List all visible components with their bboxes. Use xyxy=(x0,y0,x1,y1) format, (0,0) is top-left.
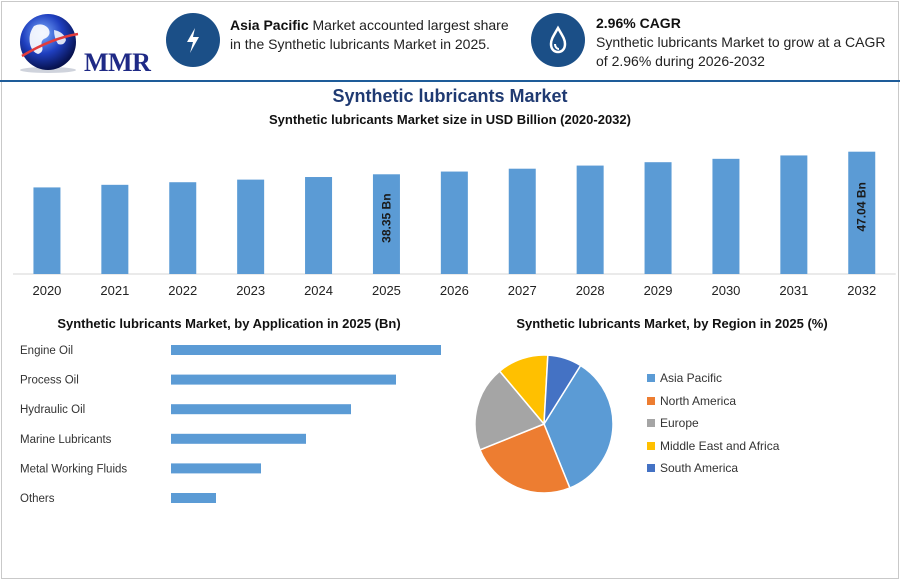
market-size-bar-chart: 2020 2021 2022 2023 2024 2025 2026 2027 2028 2029… xyxy=(13,151,896,298)
bar-data-label: 47.04 Bn xyxy=(855,182,869,231)
legend-label: Europe xyxy=(660,416,699,430)
highlight-icon-badge-1 xyxy=(166,13,220,67)
oil-drop-icon xyxy=(549,25,567,54)
bar xyxy=(33,187,61,274)
hbar xyxy=(171,404,351,415)
y-category-label: Engine Oil xyxy=(20,345,73,357)
y-category-label: Process Oil xyxy=(20,375,79,387)
legend-label: Asia Pacific xyxy=(660,371,723,385)
x-tick-label: 2026 xyxy=(440,283,469,298)
header-divider xyxy=(0,80,900,82)
bar xyxy=(508,168,536,274)
logo-text: MMR xyxy=(84,48,151,77)
region-pie-chart xyxy=(474,354,614,494)
x-tick-label: 2031 xyxy=(779,283,808,298)
highlight-body-1: Market accounted largest share in the Sy… xyxy=(230,17,509,52)
bar xyxy=(848,151,876,274)
legend-swatch xyxy=(647,441,655,450)
y-category-label: Hydraulic Oil xyxy=(20,404,85,416)
bar-chart-title: Synthetic lubricants Market size in USD … xyxy=(269,112,631,127)
pie-slice xyxy=(543,364,614,489)
hbar xyxy=(171,433,306,444)
legend-label: North America xyxy=(660,393,737,408)
bar xyxy=(780,155,808,274)
globe-icon xyxy=(20,14,79,73)
bar xyxy=(305,177,333,274)
x-tick-label: 2027 xyxy=(508,283,537,298)
pie-slice xyxy=(474,370,546,451)
x-tick-label: 2023 xyxy=(236,283,265,298)
y-category-label: Metal Working Fluids xyxy=(20,463,127,475)
bar xyxy=(644,162,672,274)
x-tick-label: 2030 xyxy=(711,283,740,298)
hbar xyxy=(171,463,261,474)
legend-label: Middle East and Africa xyxy=(660,438,780,453)
bar xyxy=(101,184,129,274)
highlight-bold-1: Asia Pacific xyxy=(230,17,309,33)
y-category-label: Marine Lubricants xyxy=(20,434,112,446)
application-bar-chart: Engine Oil Process Oil Hydraulic Oil Marine… xyxy=(20,345,441,505)
pie-slice xyxy=(543,354,582,425)
lightning-bolt-icon xyxy=(187,28,199,53)
x-tick-label: 2021 xyxy=(100,283,129,298)
legend-swatch xyxy=(647,419,655,427)
x-tick-label: 2024 xyxy=(304,283,333,298)
legend-swatch xyxy=(647,464,655,472)
highlight-text-1: Asia Pacific Market accounted largest sh… xyxy=(230,16,520,54)
bar xyxy=(576,165,604,274)
highlight-body-2: Synthetic lubricants Market to grow at a… xyxy=(596,34,886,69)
highlight-bold-2: 2.96% CAGR xyxy=(596,15,681,31)
x-tick-label: 2020 xyxy=(32,283,61,298)
y-category-label: Others xyxy=(20,493,55,505)
hbar xyxy=(171,345,441,355)
x-tick-label: 2025 xyxy=(372,283,401,298)
mmr-logo: MMR xyxy=(14,10,151,77)
bar xyxy=(169,182,197,274)
x-tick-label: 2022 xyxy=(168,283,197,298)
x-tick-label: 2028 xyxy=(576,283,605,298)
bar-data-label: 38.35 Bn xyxy=(379,193,393,242)
legend-label: South America xyxy=(660,461,739,475)
application-chart-title: Synthetic lubricants Market, by Applicat… xyxy=(57,316,401,331)
hbar xyxy=(171,374,396,385)
bar xyxy=(372,174,400,274)
hbar xyxy=(171,493,216,503)
legend-swatch xyxy=(647,396,655,405)
highlight-text-2: 2.96% CAGR Synthetic lubricants Market t… xyxy=(596,14,891,71)
bar xyxy=(237,179,265,274)
highlight-icon-badge-2 xyxy=(531,13,585,67)
main-title: Synthetic lubricants Market xyxy=(332,86,568,106)
region-chart-title: Synthetic lubricants Market, by Region i… xyxy=(516,316,828,331)
x-tick-label: 2032 xyxy=(847,283,876,298)
x-tick-label: 2029 xyxy=(644,283,673,298)
header: MMR Asia Pacific Market accounted larges… xyxy=(0,0,900,80)
bar xyxy=(712,158,740,274)
legend-swatch xyxy=(647,374,655,382)
bar xyxy=(440,171,468,274)
